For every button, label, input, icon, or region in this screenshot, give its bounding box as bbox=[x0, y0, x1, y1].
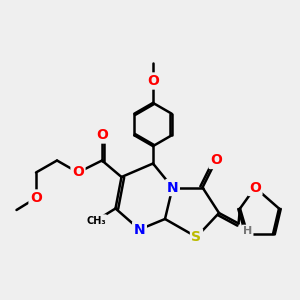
Text: N: N bbox=[134, 223, 145, 236]
Text: O: O bbox=[249, 181, 261, 194]
Text: O: O bbox=[147, 74, 159, 88]
Text: O: O bbox=[96, 128, 108, 142]
Text: O: O bbox=[30, 191, 42, 205]
Text: O: O bbox=[72, 166, 84, 179]
Text: CH₃: CH₃ bbox=[86, 215, 106, 226]
Text: S: S bbox=[191, 230, 202, 244]
Text: O: O bbox=[210, 154, 222, 167]
Text: H: H bbox=[243, 226, 252, 236]
Text: N: N bbox=[167, 181, 178, 194]
